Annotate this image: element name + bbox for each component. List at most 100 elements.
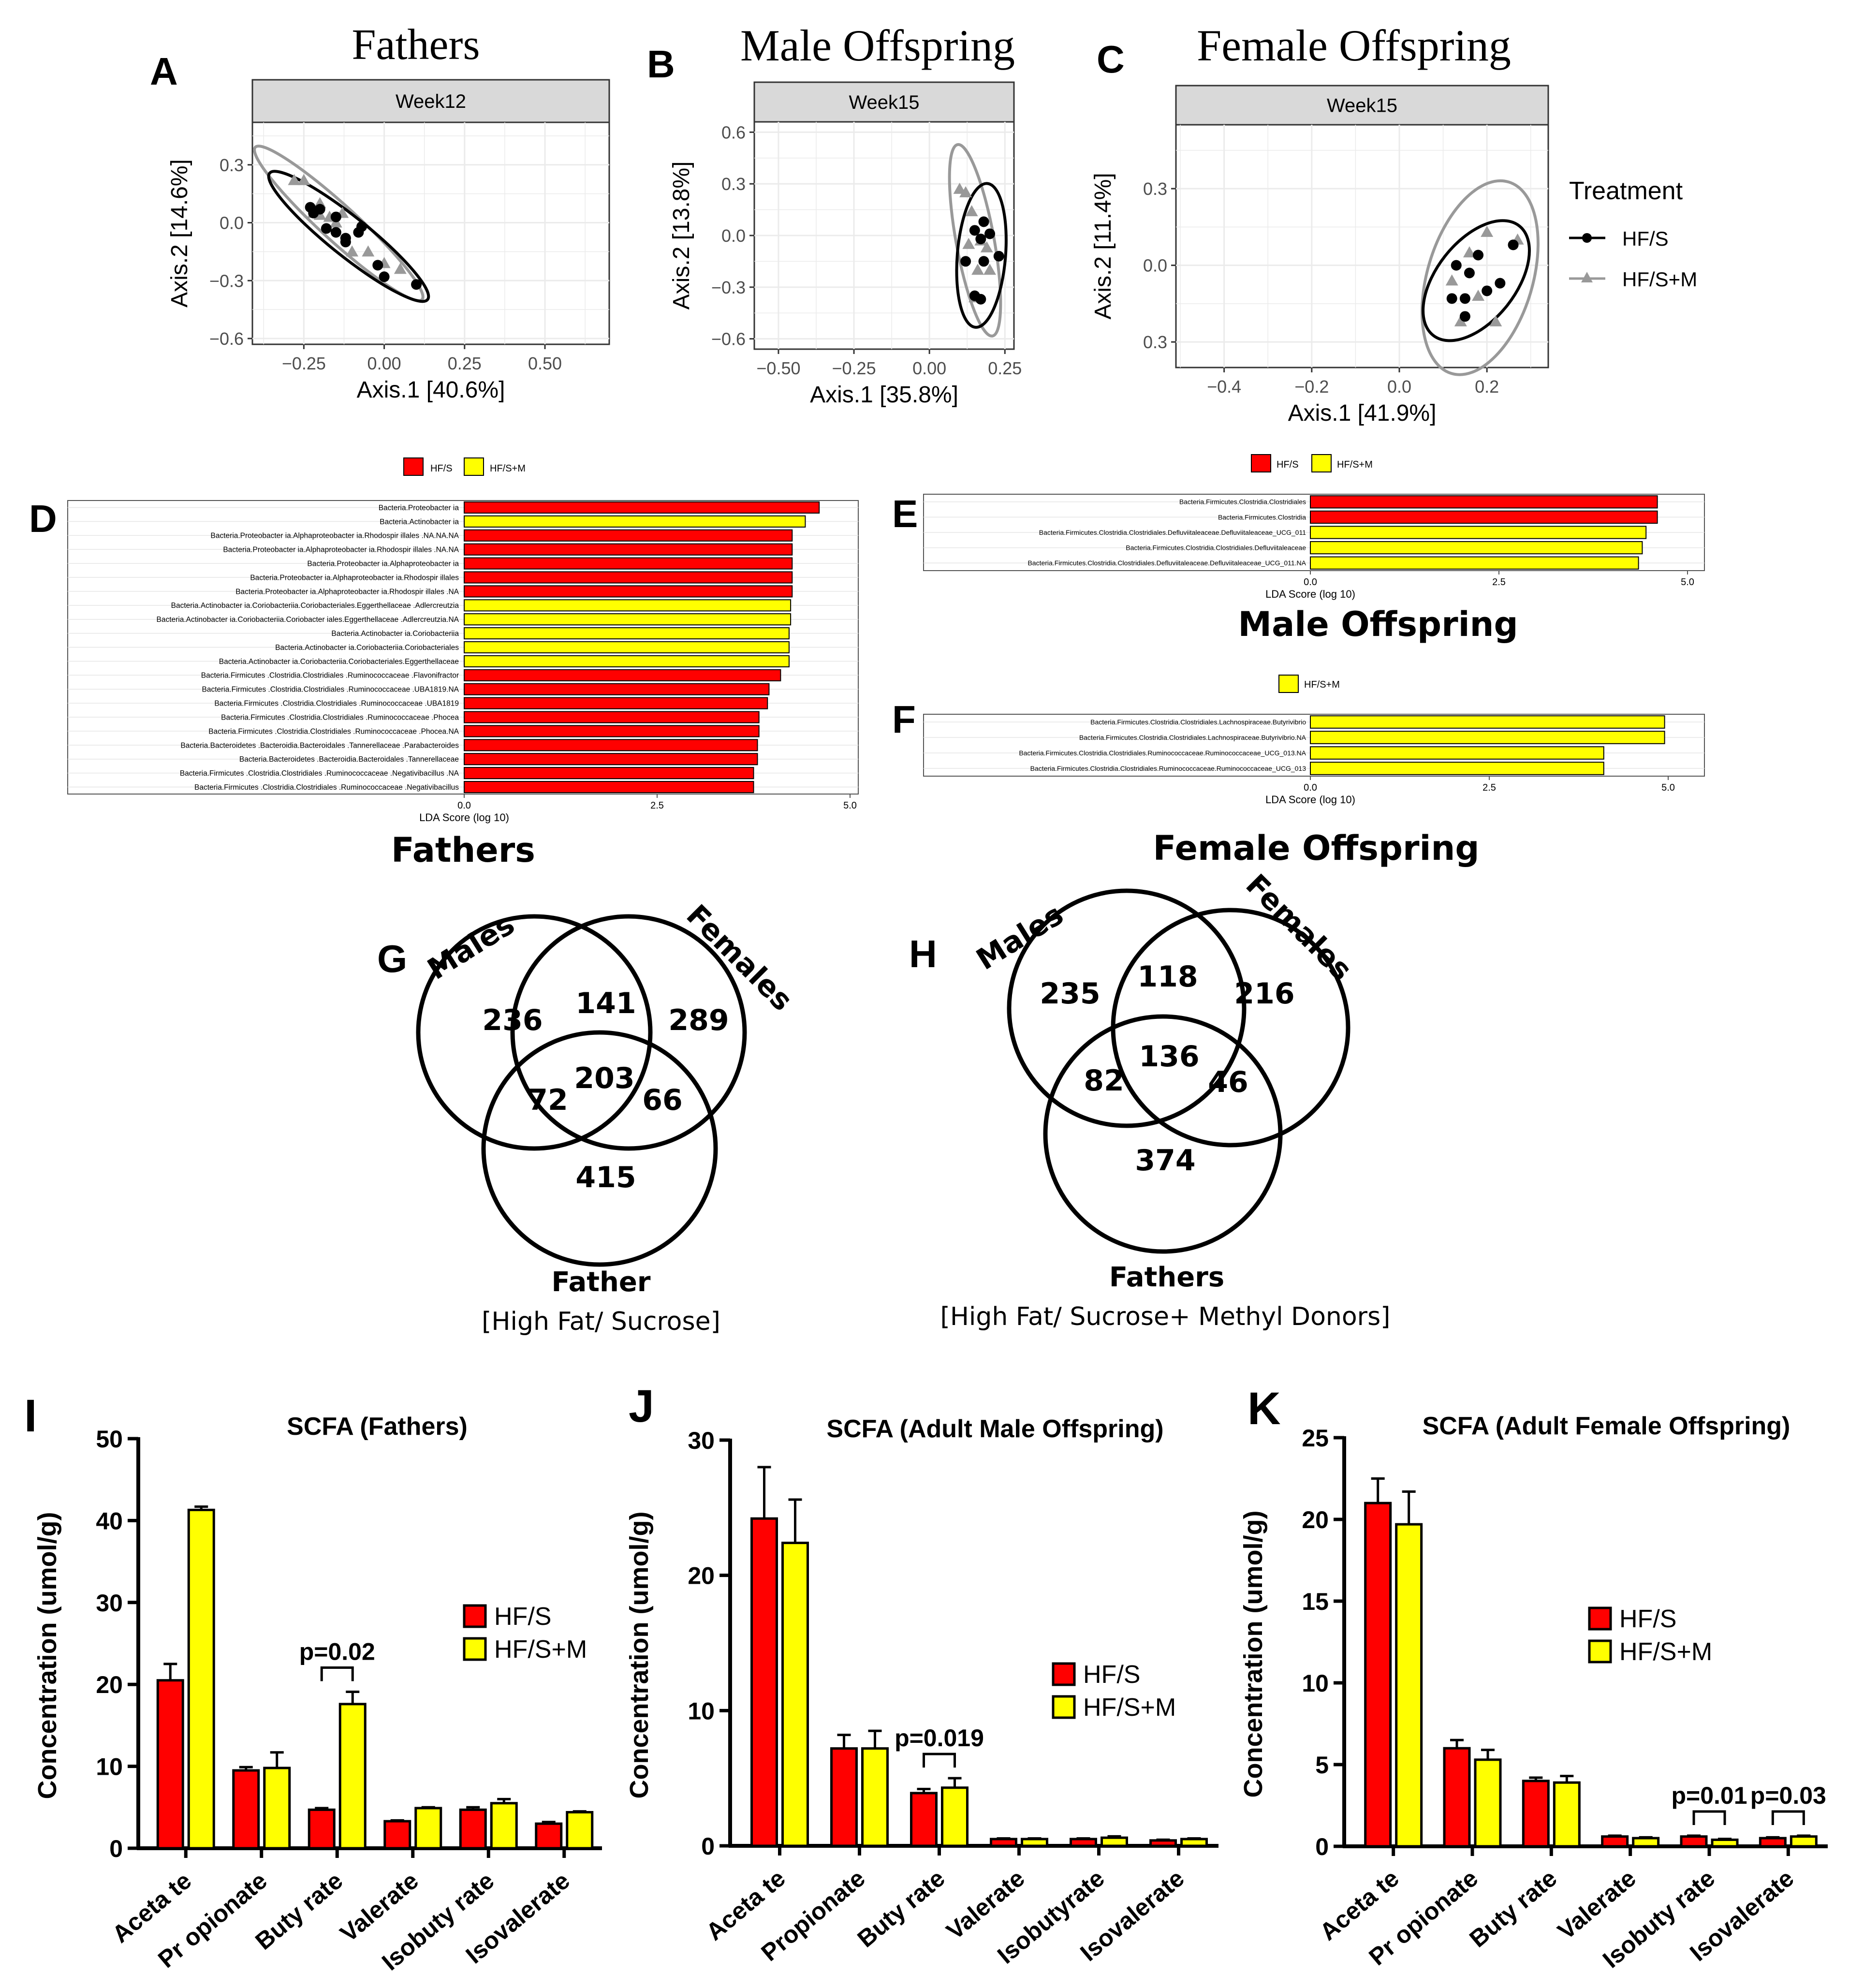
bar-hfs <box>1680 1835 1708 1848</box>
point-hfs <box>978 256 989 267</box>
point-hfsm <box>1454 315 1467 326</box>
lefse-feature-label: Bacteria.Firmicutes .Clostridia.Clostrid… <box>221 713 459 722</box>
y-tick-label: 25 <box>1302 1425 1329 1452</box>
lefse-axis-label: LDA Score (log 10) <box>419 811 509 824</box>
pcoa-legend-marker-hfs <box>1582 233 1592 243</box>
x-tick-label: 0.50 <box>528 353 562 373</box>
lefse-tick-label: 2.5 <box>1482 782 1496 793</box>
point-hfs <box>993 250 1004 262</box>
lefse-feature-label: Bacteria.Bacteroidetes .Bacteroidia.Bact… <box>180 741 459 750</box>
bar-hfsm <box>1180 1838 1208 1847</box>
lefse-bar <box>1310 762 1604 775</box>
significance-bracket <box>923 1752 956 1768</box>
lefse-feature-label: Bacteria.Firmicutes.Clostridia.Clostridi… <box>1027 559 1306 567</box>
y-tick-label: 5 <box>1315 1752 1329 1779</box>
lefse-bar <box>464 529 793 542</box>
bar-hfs <box>459 1808 487 1850</box>
lefse-tick-label: 2.5 <box>1492 577 1506 588</box>
lefse-bar <box>464 753 758 766</box>
bar-hfs <box>1759 1837 1787 1848</box>
panel-letter-B: B <box>647 43 675 86</box>
point-hfs <box>411 279 422 290</box>
lefse-e-legend-hfsm: HF/S+M <box>1337 459 1373 470</box>
lefse-e-legend-hfs: HF/S <box>1277 459 1299 470</box>
bar-hfsm <box>1632 1837 1660 1848</box>
p-value-annotation: p=0.03 <box>1750 1782 1826 1809</box>
x-tick-label: 0.00 <box>912 358 946 378</box>
x-tick-label: Buty rate <box>1464 1865 1562 1953</box>
bar-hfs <box>383 1820 411 1850</box>
y-axis-label: Concentration (umol/g) <box>625 1512 654 1799</box>
lefse-bar <box>464 557 793 570</box>
point-hfsm <box>1463 246 1476 258</box>
legend-swatch-hfs <box>1052 1662 1076 1686</box>
venn-g-count-males-females: 141 <box>575 987 636 1020</box>
lefse-feature-label: Bacteria.Firmicutes.Clostridia.Clostridi… <box>1019 749 1306 757</box>
point-hfsm <box>362 245 375 257</box>
venn-g-circle-females <box>510 914 747 1151</box>
point-hfsm <box>346 245 359 257</box>
y-tick-label: 50 <box>96 1426 123 1453</box>
facet-strip <box>753 81 1015 123</box>
lefse-tick-label: 5.0 <box>1661 782 1675 793</box>
bar-hfsm <box>1711 1838 1739 1848</box>
y-tick-label: 0.3 <box>220 155 244 175</box>
lefse-bar <box>464 515 806 528</box>
lefse-bar <box>464 697 768 709</box>
lefse-tick-label: 0.0 <box>457 800 471 811</box>
lefse-bar <box>1310 541 1643 555</box>
x-tick-label: −0.4 <box>1207 377 1241 397</box>
significance-bracket <box>1771 1810 1805 1826</box>
lefse-e-legend-swatch-hfs <box>1251 454 1271 472</box>
lefse-feature-label: Bacteria.Proteobacter ia <box>379 504 459 512</box>
scfa-chart-female-offspring: SCFA (Adult Female Offspring) 0 5 10 15 20 25 C… <box>1239 1412 1828 1973</box>
legend-swatch-hfsm <box>1052 1695 1076 1719</box>
point-hfsm <box>959 186 972 197</box>
lefse-bar <box>1310 495 1658 509</box>
chart-title: SCFA (Adult Male Offspring) <box>826 1415 1163 1443</box>
bar-hfsm <box>263 1767 291 1850</box>
point-hfsm <box>1472 290 1485 301</box>
pcoa-legend-label-hfsm: HF/S+M <box>1622 268 1697 291</box>
point-hfs <box>1482 285 1493 296</box>
bar-hfs <box>232 1769 260 1850</box>
bar-hfs <box>1522 1780 1550 1848</box>
panel-letter-I: I <box>24 1390 37 1442</box>
point-hfsm <box>1489 315 1502 326</box>
point-hfs <box>1473 250 1484 261</box>
x-tick-label: −0.25 <box>282 353 326 373</box>
y-tick-label: 0.3 <box>1143 179 1167 199</box>
lefse-bar <box>1310 746 1604 760</box>
x-axis-label: Axis.1 [35.8%] <box>810 382 958 408</box>
facet-strip-label: Week12 <box>396 91 466 112</box>
lefse-d-legend-hfs: HF/S <box>430 463 453 474</box>
bar-hfsm <box>1790 1835 1818 1848</box>
y-tick-label: 0.0 <box>220 213 244 233</box>
y-axis-label: Axis.2 [13.8%] <box>669 162 694 310</box>
legend-label-hfs: HF/S <box>494 1603 551 1631</box>
venn-h-subtitle: [High Fat/ Sucrose+ Methyl Donors] <box>940 1302 1391 1331</box>
legend-label-hfs: HF/S <box>1083 1661 1140 1689</box>
venn-g-circle-males <box>416 914 653 1151</box>
pcoa-legend: Treatment HF/S HF/S+M <box>1569 177 1697 291</box>
bar-hfs <box>1364 1502 1392 1848</box>
lefse-feature-label: Bacteria.Actinobacter ia.Coriobacteriia.… <box>157 616 459 624</box>
lefse-feature-label: Bacteria.Proteobacter ia.Alphaproteobact… <box>235 588 459 596</box>
lefse-feature-label: Bacteria.Bacteroidetes .Bacteroidia.Bact… <box>239 755 459 764</box>
point-hfsm <box>297 174 310 185</box>
lefse-bar <box>1310 556 1639 570</box>
point-hfsm <box>965 205 978 217</box>
lefse-plot-female-offspring: Bacteria.Firmicutes.Clostridia.Clostridi… <box>923 714 1705 806</box>
y-tick-label: 20 <box>96 1671 123 1698</box>
lefse-tick-label: 0.0 <box>1304 782 1317 793</box>
x-tick-label: −0.50 <box>756 358 800 378</box>
chart-title: SCFA (Adult Female Offspring) <box>1423 1412 1791 1440</box>
y-tick-label: 20 <box>688 1562 715 1590</box>
bar-hfs <box>1443 1747 1471 1848</box>
panel-letter-J: J <box>629 1381 654 1432</box>
bar-hfs <box>750 1517 778 1847</box>
venn-diagram-h: Males Females 235 118 216 82 136 46 374 … <box>940 868 1391 1331</box>
point-hfs <box>1451 260 1462 271</box>
lefse-plot-fathers: Bacteria.Proteobacter ia Bacteria.Actinob… <box>67 500 859 824</box>
